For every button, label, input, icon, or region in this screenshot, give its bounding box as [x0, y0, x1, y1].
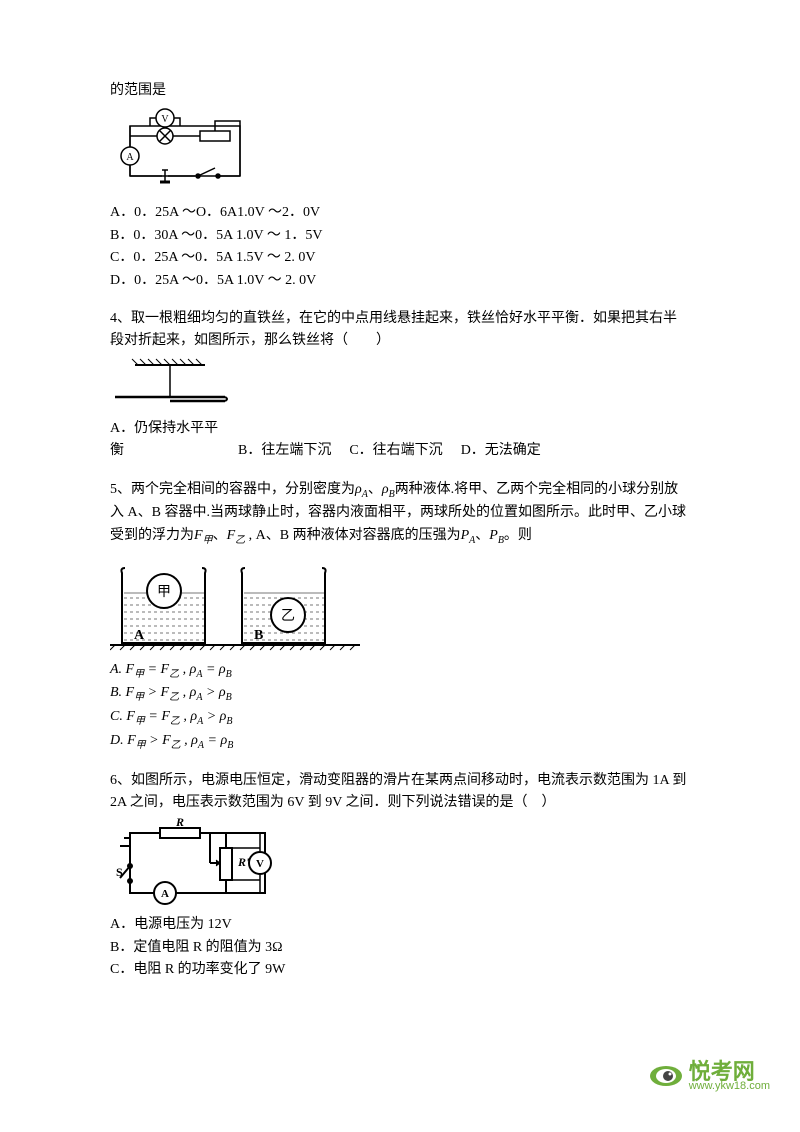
q5-option-d: D. F甲 > F乙 , ρA = ρB — [110, 730, 690, 754]
q5-t6: 、 — [475, 528, 489, 543]
q5-t2: 、 — [368, 482, 382, 497]
q3-option-d: D．0．25A ～0．5A 1.0V ～ 2. 0V — [110, 270, 690, 292]
exam-page: 的范围是 V — [0, 0, 800, 1022]
q3-circuit-diagram: V A — [110, 106, 690, 196]
brand-url: www.ykw18.com — [689, 1081, 770, 1092]
svg-text:A: A — [161, 888, 169, 900]
svg-text:B: B — [254, 628, 263, 643]
q5-Fjia: F甲 — [194, 528, 213, 543]
q5-PA: PA — [461, 528, 476, 543]
svg-text:乙: 乙 — [281, 608, 295, 624]
svg-text:A: A — [126, 152, 134, 163]
q5-t4: 、 — [213, 528, 227, 543]
q4-option-b: B．往左端下沉 — [238, 440, 331, 462]
q3-option-a: A．0．25A ～O．6A1.0V ～2．0V — [110, 202, 690, 224]
q6-option-a: A．电源电压为 12V — [110, 914, 690, 936]
q4-option-d: D．无法确定 — [461, 440, 541, 462]
svg-text:S: S — [116, 865, 123, 879]
q3-trailing-text: 的范围是 — [110, 80, 690, 102]
page-footer: 悦考网 www.ykw18.com — [0, 1042, 800, 1102]
q4-option-c: C．往右端下沉 — [349, 440, 442, 462]
q5-t5: , A、B 两种液体对容器底的压强为 — [245, 528, 460, 543]
q5-t1: 5、两个完全相间的容器中，分别密度为 — [110, 482, 355, 497]
q4-block: 4、取一根粗细均匀的直铁丝，在它的中点用线悬挂起来，铁丝恰好水平平衡．如果把其右… — [110, 308, 690, 463]
q3-option-b: B．0．30A ～0．5A 1.0V ～ 1．5V — [110, 225, 690, 247]
svg-text:R: R — [175, 818, 184, 829]
q6-block: 6、如图所示，电源电压恒定，滑动变阻器的滑片在某两点间移动时，电流表示数范围为 … — [110, 770, 690, 982]
q5-option-a: A. F甲 = F乙 , ρA = ρB — [110, 659, 690, 683]
q6-circuit-diagram: S R R' — [110, 818, 690, 908]
q4-options-row: A．仍保持水平平衡 B．往左端下沉 C．往右端下沉 D．无法确定 — [110, 418, 690, 463]
q5-rhoB: ρB — [382, 482, 395, 497]
q5-option-c: C. F甲 = F乙 , ρA > ρB — [110, 706, 690, 730]
svg-text:A: A — [134, 628, 145, 643]
brand-logo: 悦考网 www.ykw18.com — [649, 1061, 770, 1092]
q5-Fyi: F乙 — [227, 528, 246, 543]
q5-beakers-diagram: 甲 A 乙 B — [110, 553, 690, 653]
svg-text:V: V — [256, 858, 264, 870]
q6-text: 6、如图所示，电源电压恒定，滑动变阻器的滑片在某两点间移动时，电流表示数范围为 … — [110, 770, 690, 815]
q6-option-c: C．电阻 R 的功率变化了 9W — [110, 959, 690, 981]
q5-rhoA: ρA — [355, 482, 368, 497]
q4-option-a: A．仍保持水平平衡 — [110, 418, 220, 463]
q6-option-b: B．定值电阻 R 的阻值为 3Ω — [110, 937, 690, 959]
q5-t7: 。则 — [504, 528, 532, 543]
q5-block: 5、两个完全相间的容器中，分别密度为ρA、ρB两种液体.将甲、乙两个完全相同的小… — [110, 479, 690, 754]
q4-diagram — [110, 357, 690, 412]
q4-text: 4、取一根粗细均匀的直铁丝，在它的中点用线悬挂起来，铁丝恰好水平平衡．如果把其右… — [110, 308, 690, 353]
q5-text: 5、两个完全相间的容器中，分别密度为ρA、ρB两种液体.将甲、乙两个完全相同的小… — [110, 479, 690, 549]
q5-option-b: B. F甲 > F乙 , ρA > ρB — [110, 682, 690, 706]
q3-option-c: C．0．25A ～0．5A 1.5V ～ 2. 0V — [110, 247, 690, 269]
eye-icon — [649, 1064, 683, 1088]
svg-text:甲: 甲 — [157, 585, 171, 600]
q5-PB: PB — [489, 528, 504, 543]
svg-text:V: V — [161, 114, 169, 125]
